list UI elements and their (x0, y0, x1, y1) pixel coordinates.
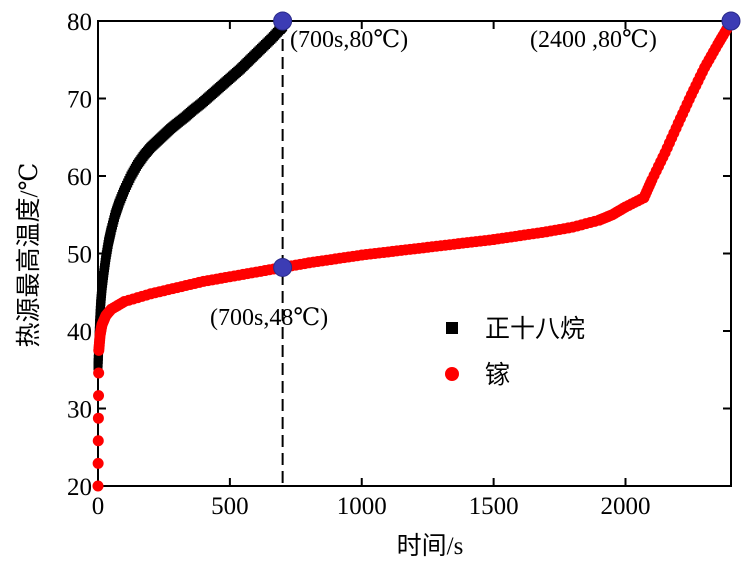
data-point (92, 435, 104, 447)
axes: 0 500 1000 1500 2000 20 30 40 50 60 70 80 (67, 9, 732, 520)
annotation-label-1: (700s,80℃) (290, 27, 408, 53)
highlight-point-2 (273, 257, 293, 277)
data-point (92, 480, 104, 492)
data-point (92, 457, 104, 469)
y-tick-label: 80 (67, 9, 92, 36)
y-tick-label: 20 (67, 474, 92, 501)
series-1 (93, 21, 288, 371)
highlight-point-3 (721, 11, 741, 31)
y-tick-label: 70 (67, 87, 92, 114)
legend-marker-1 (446, 322, 458, 334)
x-tick-label: 0 (92, 493, 105, 520)
data-point (92, 412, 104, 424)
series-2 (92, 20, 734, 492)
highlight-points (273, 11, 741, 277)
x-tick-label: 2000 (601, 493, 651, 520)
legend-label-1: 正十八烷 (485, 315, 585, 343)
x-tick-label: 500 (211, 493, 249, 520)
y-tick-label: 30 (67, 397, 92, 424)
annotations: (700s,80℃) (700s,48℃) (2400 ,80℃) (210, 27, 657, 331)
series-layer (92, 20, 734, 492)
x-axis-title: 时间/s (397, 532, 464, 560)
x-tick-label: 1500 (469, 493, 519, 520)
legend-marker-2 (445, 367, 459, 381)
x-tick-label: 1000 (337, 493, 387, 520)
y-tick-label: 60 (67, 164, 92, 191)
y-tick-label: 40 (67, 319, 92, 346)
legend-label-2: 镓 (485, 361, 510, 389)
data-point (93, 367, 105, 379)
y-axis-title: 热源最高温度/℃ (15, 163, 43, 348)
annotation-label-3: (2400 ,80℃) (530, 27, 657, 53)
annotation-label-2: (700s,48℃) (210, 305, 328, 331)
data-point (93, 390, 105, 402)
highlight-point-1 (273, 11, 293, 31)
y-tick-label: 50 (67, 242, 92, 269)
